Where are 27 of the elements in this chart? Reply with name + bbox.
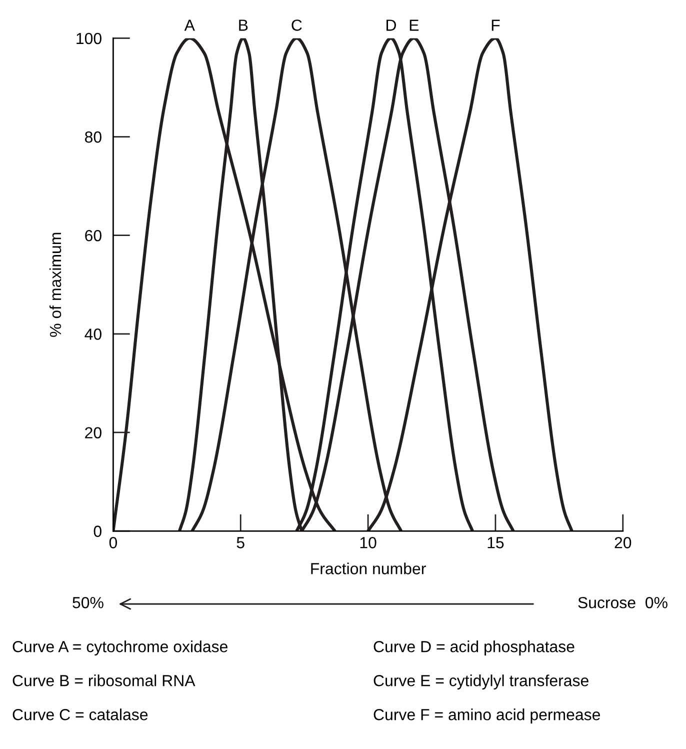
y-axis-title: % of maximum (49, 232, 62, 337)
x-tick-label: 0 (109, 537, 118, 548)
text: Curve C = catalase (12, 708, 148, 720)
text: Curve D = acid phosphatase (374, 640, 574, 656)
y-tick-label: 80 (85, 131, 102, 143)
y-tick-label: 60 (85, 230, 102, 242)
y-tick-label: 20 (85, 427, 102, 438)
annotation: A (184, 20, 195, 31)
text: Curve E = cytidylyl transferase (374, 674, 588, 690)
x-tick-label: 20 (614, 537, 632, 548)
x-tick-label: 15 (488, 537, 504, 548)
annotation: C (292, 20, 302, 31)
annotation: E (410, 20, 419, 31)
x-tick-label: 10 (360, 537, 376, 548)
y-tick-label: 40 (84, 328, 102, 340)
text: Sucrose 0% (578, 596, 668, 608)
y-tick-label: 100 (76, 32, 102, 44)
annotation: B (239, 20, 248, 31)
x-axis-title: Fraction number (311, 562, 426, 574)
annotation: D (386, 20, 396, 31)
text: Curve A = cytochrome oxidase (12, 640, 228, 656)
text: Curve B = ribosomal RNA (12, 674, 196, 686)
x-tick-label: 5 (236, 537, 244, 548)
y-tick-label: 0 (94, 526, 102, 537)
text: 50% (72, 596, 104, 608)
text: Curve F = amino acid permease (374, 708, 600, 724)
annotation: F (492, 20, 500, 31)
